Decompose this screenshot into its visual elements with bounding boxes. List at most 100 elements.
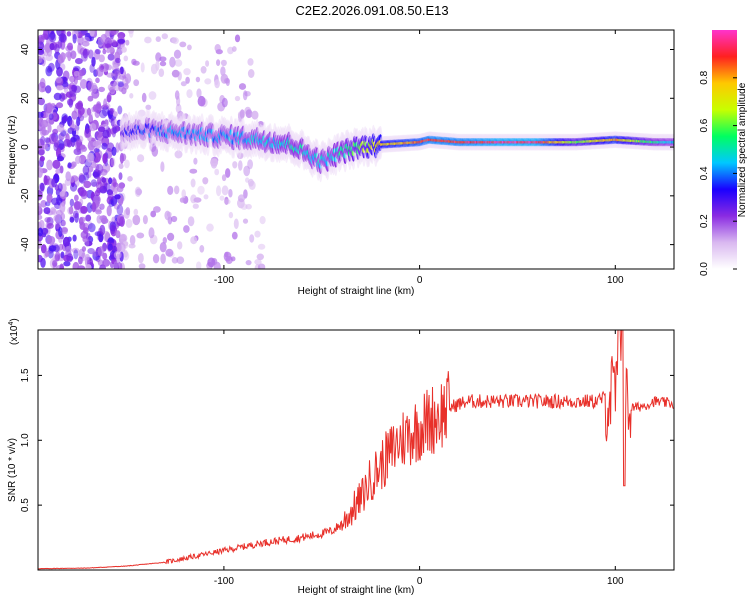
spectrogram-noise-cell (85, 264, 92, 269)
spectrogram-noise-cell (69, 198, 75, 207)
spectrogram-noise-cell (38, 111, 44, 118)
spectrogram-noise-cell (200, 66, 207, 74)
spectrogram-x-label: Height of straight line (km) (298, 286, 415, 297)
spectrogram-noise-cell (92, 140, 99, 147)
spectrogram-noise-cell (197, 95, 206, 107)
spectrogram-noise-cell (207, 257, 216, 268)
spectrogram-noise-cell (259, 216, 266, 225)
spectrogram-noise-cell (225, 168, 231, 178)
spectrogram-noise-cell (196, 261, 202, 269)
spectrogram-noise-cell (46, 185, 54, 197)
spectrogram-noise-cell (102, 259, 111, 267)
spectrogram-noise-cell (174, 185, 180, 195)
spectrogram-noise-cell (69, 216, 75, 223)
spectrogram-noise-cell (248, 180, 256, 190)
snr-y-multiplier: (x104) (8, 318, 20, 345)
spectrogram-noise-cell (105, 30, 110, 37)
spectrogram-noise-cell (80, 189, 88, 200)
spectrogram-noise-cell (82, 165, 90, 176)
spectrogram-noise-cell (109, 157, 115, 168)
spectrogram-noise-cell (144, 36, 152, 44)
spectrogram-noise-cell (159, 56, 167, 62)
spectrogram-noise-cell (49, 43, 55, 51)
colorbar: 0.0 0.2 0.4 0.6 0.8 Normalized spectral ampl… (699, 30, 748, 276)
spectrogram-noise-cell (254, 259, 262, 265)
spectrogram-noise-cell (186, 89, 193, 99)
spectrogram-noise-cell (148, 227, 155, 239)
spectrogram-noise-cell (44, 42, 51, 54)
spectrogram-noise-cell (129, 235, 136, 246)
spectrogram-noise-cell (176, 95, 181, 107)
spectrogram-noise-cell (85, 214, 92, 222)
spectrogram-noise-cell (224, 196, 229, 205)
colorbar-tick-label: 0.6 (699, 118, 710, 132)
spectrogram-noise-cell (70, 137, 77, 143)
spectrogram-panel: -100 0 100 -40 -20 0 20 40 Height of straight … (7, 29, 675, 297)
spectrogram-noise-cell (234, 34, 241, 43)
spectrogram-noise-cell (112, 111, 118, 117)
spectrogram-noise-cell (61, 220, 67, 227)
spectrogram-noise-cell (239, 109, 245, 119)
spectrogram-noise-cell (117, 105, 123, 115)
spectrogram-noise-cell (113, 118, 118, 126)
spectrogram-noise-cell (107, 243, 113, 251)
spectrogram-noise-cell (67, 162, 72, 169)
spectrogram-noise-cell (148, 91, 157, 100)
spectrogram-noise-cell (54, 43, 60, 54)
spectrogram-noise-cell (59, 263, 64, 269)
spectrogram-noise-cell (131, 58, 137, 66)
spectrogram-x-tick-label: 0 (417, 275, 423, 286)
spectrogram-noise-cell (46, 159, 53, 171)
spectrogram-noise-cell (240, 203, 248, 210)
spectrogram-noise-cell (97, 126, 106, 133)
spectrogram-noise-cell (96, 67, 104, 77)
spectrogram-noise-cell (159, 61, 167, 67)
spectrogram-noise-cell (102, 252, 108, 260)
spectrogram-noise-cell (159, 242, 167, 253)
spectrogram-noise-cell (177, 241, 183, 250)
spectrogram-y-tick-label: 20 (20, 92, 31, 104)
spectrogram-noise-cell (85, 253, 90, 261)
spectrogram-noise-cell (121, 46, 127, 53)
spectrogram-noise-cell (257, 263, 266, 269)
spectrogram-noise-cell (62, 236, 70, 248)
spectrogram-noise-cell (118, 82, 124, 92)
spectrogram-noise-cell (249, 234, 255, 243)
spectrogram-noise-cell (127, 176, 133, 182)
spectrogram-noise-cell (242, 218, 249, 224)
spectrogram-noise-cell (39, 155, 45, 162)
spectrogram-noise-cell (82, 48, 88, 59)
spectrogram-noise-cell (125, 207, 131, 216)
spectrogram-noise-cell (99, 203, 105, 210)
spectrogram-x-tick-label: -100 (214, 275, 234, 286)
snr-panel: -100 0 100 0.5 1.0 1.5 Height of straight li… (7, 318, 675, 596)
spectrogram-noise-cell (87, 95, 94, 102)
spectrogram-noise-cell (216, 185, 222, 197)
spectrogram-noise-cell (237, 194, 246, 203)
spectrogram-noise-cell (100, 217, 109, 224)
spectrogram-noise-cell (220, 59, 227, 67)
spectrogram-noise-cell (110, 30, 117, 36)
spectrogram-noise-cell (231, 231, 238, 240)
spectrogram-x-tick-label: 100 (607, 275, 624, 286)
spectrogram-noise-cell (79, 221, 86, 230)
spectrogram-noise-cell (92, 250, 100, 257)
spectrogram-noise-cell (97, 37, 104, 48)
spectrogram-noise-cell (85, 238, 90, 247)
colorbar-tick-label: 0.8 (699, 70, 710, 84)
spectrogram-noise-cell (109, 108, 114, 115)
spectrogram-noise-cell (183, 68, 191, 76)
spectrogram-noise-cell (214, 168, 220, 176)
spectrogram-noise-cell (75, 155, 81, 164)
spectrogram-noise-cell (112, 69, 120, 75)
spectrogram-noise-cell (78, 256, 83, 265)
spectrogram-noise-cell (119, 216, 125, 227)
spectrogram-noise-cell (187, 44, 192, 51)
spectrogram-noise-cell (123, 55, 129, 62)
spectrogram-frame (37, 29, 675, 270)
spectrogram-noise-cell (247, 159, 254, 170)
spectrogram-noise-cell (49, 207, 56, 215)
spectrogram-noise-cell (85, 232, 91, 241)
spectrogram-noise-cell (78, 106, 85, 116)
